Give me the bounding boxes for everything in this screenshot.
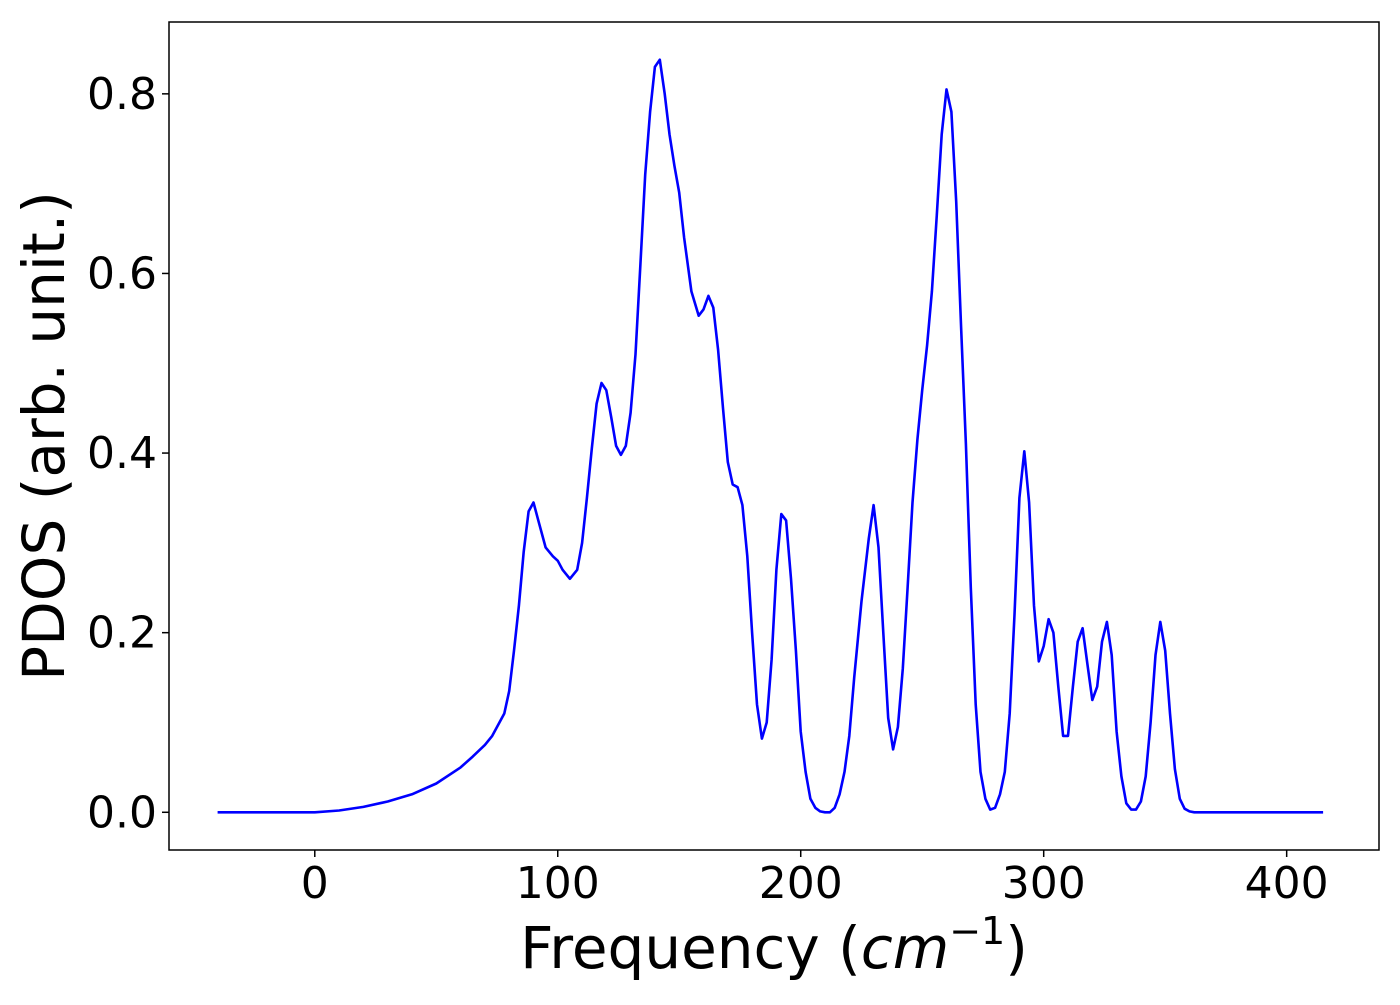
x-tick-label: 300 [1002, 858, 1086, 909]
y-axis-label: PDOS (arb. unit.) [10, 191, 78, 681]
pdos-series-line [217, 58, 1324, 814]
x-tick-label: 0 [301, 858, 329, 909]
y-tick-label: 0.4 [87, 428, 157, 479]
y-tick-label: 0.2 [87, 608, 157, 659]
x-axis-ticks: 0 100 200 300 400 [301, 850, 1329, 909]
x-axis-label-close: ) [1005, 914, 1028, 982]
series-layer [217, 58, 1324, 814]
x-tick-label: 200 [759, 858, 843, 909]
y-axis-ticks: 0.0 0.2 0.4 0.6 0.8 [87, 69, 169, 838]
x-tick-label: 400 [1245, 858, 1329, 909]
plot-area-frame [168, 21, 1380, 851]
x-axis-label-text: Frequency ( [520, 914, 861, 982]
x-axis-label: Frequency (cm−1) [520, 909, 1028, 982]
x-axis-label-math: cm [861, 914, 949, 982]
x-axis-label-superscript: −1 [949, 909, 1005, 953]
y-tick-label: 0.0 [87, 787, 157, 838]
x-tick-label: 100 [516, 858, 600, 909]
y-tick-label: 0.8 [87, 69, 157, 120]
y-tick-label: 0.6 [87, 248, 157, 299]
